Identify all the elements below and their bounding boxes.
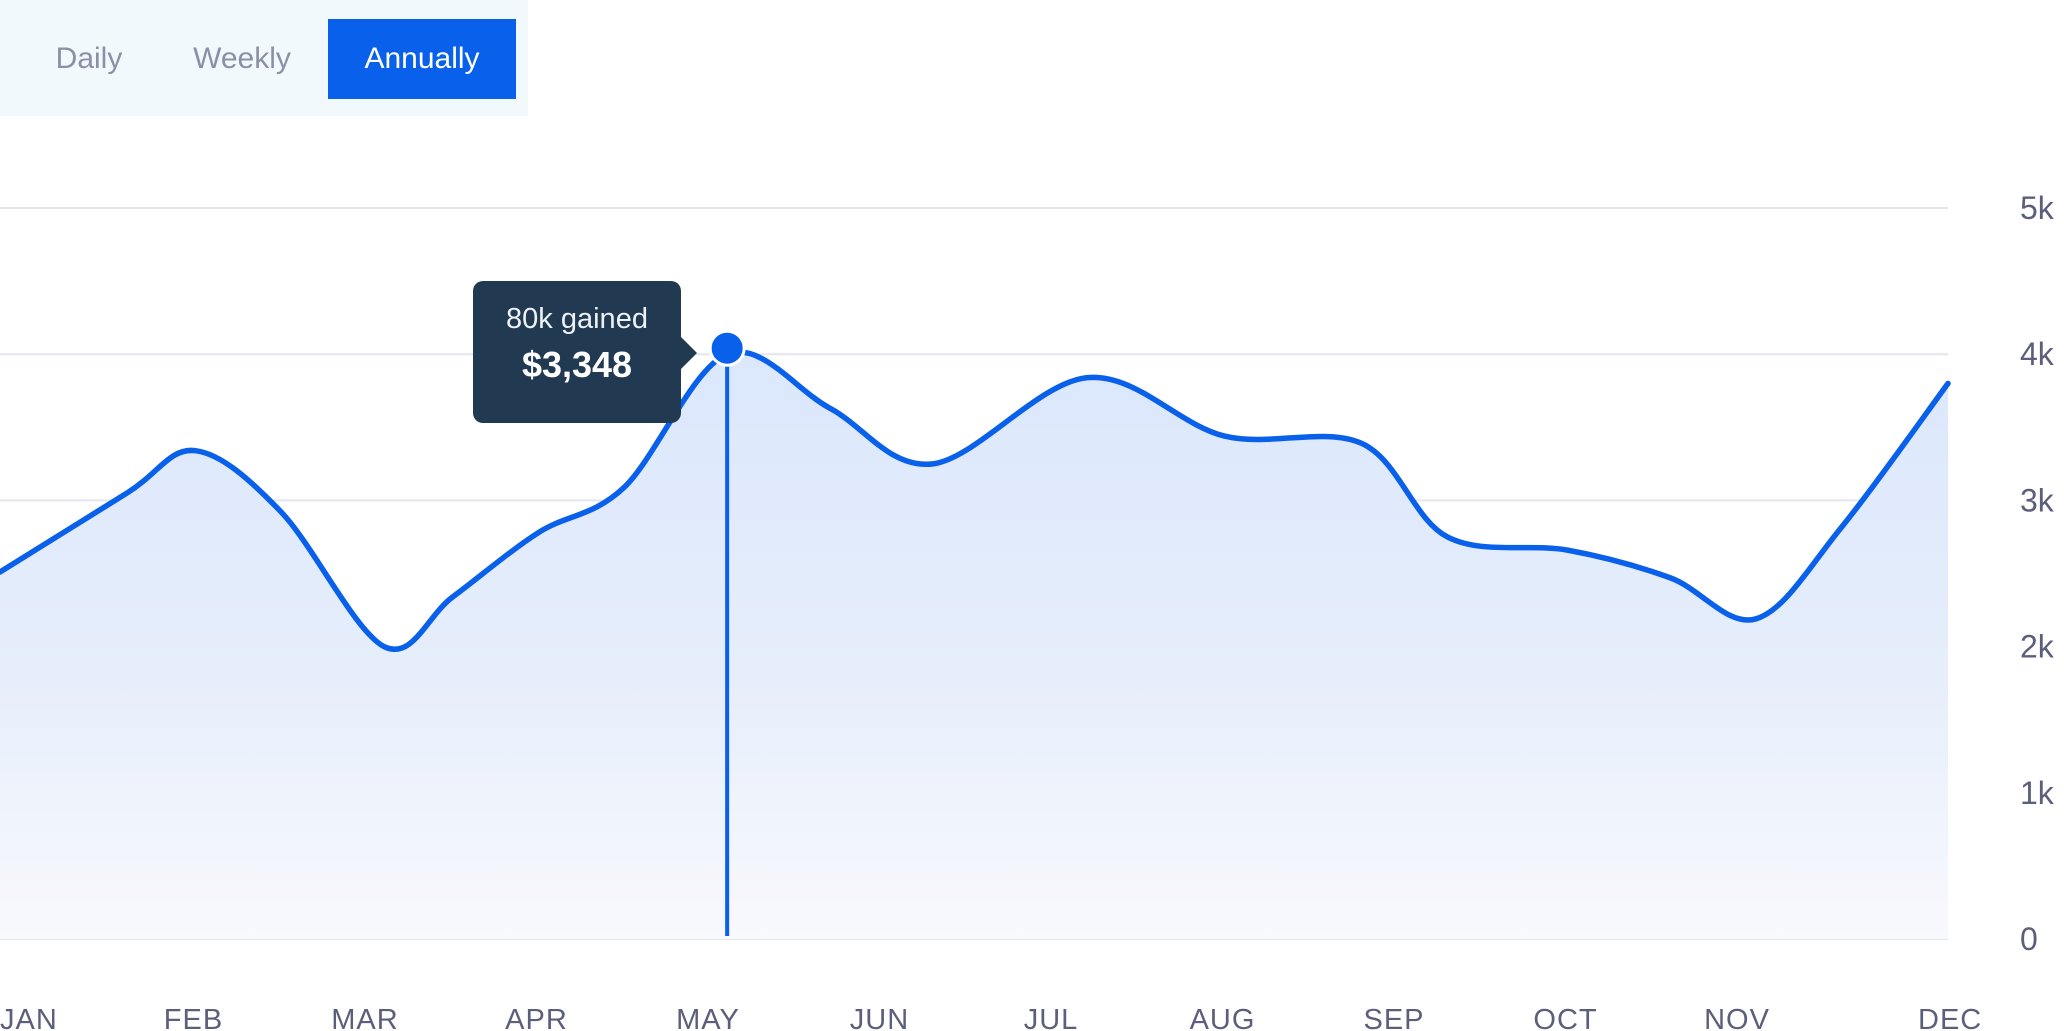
x-tick-label: MAR	[331, 1004, 398, 1031]
x-tick-label: NOV	[1704, 1004, 1770, 1031]
x-tick-label: JUN	[850, 1004, 909, 1031]
tab-daily[interactable]: Daily	[55, 42, 123, 75]
x-tick-label: MAY	[676, 1004, 740, 1031]
x-tick-label: FEB	[164, 1004, 223, 1031]
tab-weekly[interactable]: Weekly	[193, 42, 291, 75]
area-fill	[0, 351, 1948, 939]
x-tick-label: APR	[505, 1004, 568, 1031]
highlight-point[interactable]	[708, 329, 746, 367]
period-tab-bar: Daily Weekly Annually	[0, 0, 528, 116]
tab-annually[interactable]: Annually	[328, 19, 516, 99]
y-tick-label: 5k	[2020, 190, 2055, 226]
data-tooltip: 80k gained $3,348	[473, 281, 697, 423]
x-tick-label: JAN	[0, 1004, 58, 1031]
y-tick-label: 4k	[2020, 336, 2055, 372]
x-tick-label: OCT	[1533, 1004, 1597, 1031]
y-tick-label: 3k	[2020, 482, 2055, 518]
x-tick-label: AUG	[1190, 1004, 1256, 1031]
x-tick-label: SEP	[1363, 1004, 1424, 1031]
tooltip-value: $3,348	[521, 344, 633, 385]
x-tick-label: JUL	[1024, 1004, 1079, 1031]
y-tick-label: 2k	[2020, 629, 2055, 665]
y-tick-label: 1k	[2020, 775, 2055, 811]
tooltip-label: 80k gained	[506, 303, 648, 335]
y-tick-label: 0	[2020, 921, 2038, 957]
x-tick-label: DEC	[1918, 1004, 1982, 1031]
series-line	[0, 349, 1951, 652]
